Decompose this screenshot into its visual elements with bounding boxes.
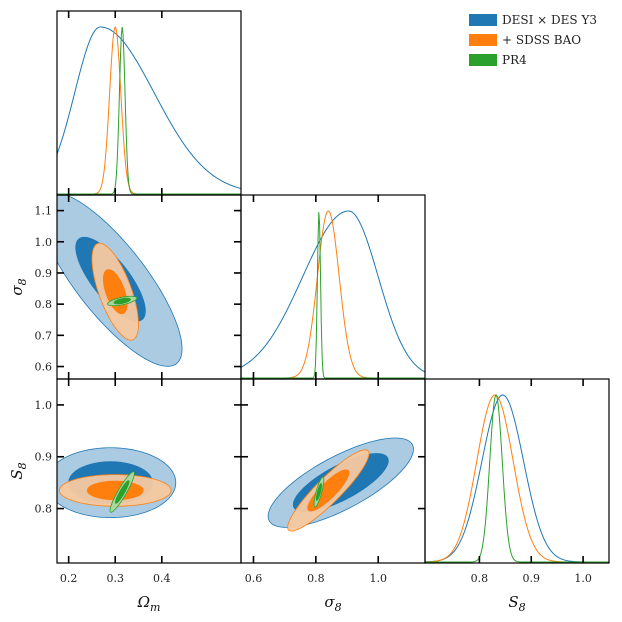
legend-label: DESI × DES Y3 bbox=[502, 13, 597, 27]
legend: DESI × DES Y3 + SDSS BAO PR4 bbox=[469, 13, 597, 67]
xlabel-S8-symbol: S bbox=[508, 593, 518, 611]
ylabel-S8-symbol: S bbox=[8, 469, 26, 479]
axis-labels: 0.2 0.3 0.4 0.6 0.8 1.0 0.8 0.9 1.0 0.6 0.7 0.8 0.9 1… bbox=[8, 205, 592, 614]
y-tick-label-s8: 0.7 bbox=[35, 329, 53, 342]
marginal-curve-Om-1f77b4 bbox=[57, 26, 241, 190]
y-tick-label-s8: 0.8 bbox=[35, 298, 53, 311]
axis-ticks bbox=[57, 11, 584, 563]
ylabel-s8: σ8 bbox=[8, 278, 29, 295]
contour-68-s8_S8-2ca02c bbox=[315, 483, 323, 501]
x-tick-label-Om: 0.2 bbox=[60, 572, 78, 585]
marginal-curve-S8-ff7f0e bbox=[425, 394, 609, 563]
y-tick-label-s8: 0.6 bbox=[35, 361, 53, 374]
marginal-curve-s8-2ca02c bbox=[241, 212, 425, 379]
xlabel-Om-subscript: m bbox=[150, 601, 160, 614]
marginal-curve-S8-1f77b4 bbox=[425, 394, 609, 563]
xlabel-s8: σ8 bbox=[324, 593, 341, 614]
y-tick-label-S8: 0.8 bbox=[35, 503, 53, 516]
legend-swatch bbox=[469, 34, 497, 46]
ylabel-S8: S8 bbox=[8, 462, 29, 479]
contour-68-Om_S8-2ca02c bbox=[114, 480, 130, 504]
y-tick-label-s8: 1.1 bbox=[35, 205, 53, 218]
xlabel-s8-symbol: σ bbox=[324, 593, 335, 611]
xlabel-s8-subscript: 8 bbox=[335, 601, 342, 614]
ylabel-S8-subscript: 8 bbox=[16, 462, 29, 469]
legend-label: + SDSS BAO bbox=[502, 33, 581, 47]
x-tick-label-S8: 1.0 bbox=[574, 572, 592, 585]
contour-68-Om_s8-2ca02c bbox=[113, 297, 131, 305]
x-tick-label-S8: 0.8 bbox=[471, 572, 489, 585]
legend-swatch bbox=[469, 54, 497, 66]
panel-frames bbox=[56, 10, 610, 564]
x-tick-label-s8: 1.0 bbox=[369, 572, 387, 585]
contour-fills bbox=[57, 195, 414, 532]
marginal-curve-s8-ff7f0e bbox=[241, 210, 425, 379]
panel-frame bbox=[56, 10, 242, 196]
x-tick-label-s8: 0.8 bbox=[307, 572, 325, 585]
xlabel-Om: Ωm bbox=[137, 593, 161, 614]
panel-frame bbox=[240, 194, 426, 380]
y-tick-label-S8: 0.9 bbox=[35, 451, 53, 464]
marginal-curve-s8-1f77b4 bbox=[241, 210, 425, 373]
marginal-curve-S8-2ca02c bbox=[425, 394, 609, 563]
ylabel-s8-symbol: σ bbox=[8, 285, 26, 296]
legend-label: PR4 bbox=[502, 53, 527, 67]
xlabel-S8-subscript: 8 bbox=[519, 601, 526, 614]
x-tick-label-Om: 0.4 bbox=[153, 572, 171, 585]
marginal-curves bbox=[57, 26, 609, 563]
panel-frame bbox=[424, 378, 610, 564]
y-tick-label-s8: 1.0 bbox=[35, 236, 53, 249]
ylabel-s8-subscript: 8 bbox=[16, 278, 29, 285]
x-tick-label-Om: 0.3 bbox=[106, 572, 124, 585]
y-tick-label-s8: 0.9 bbox=[35, 267, 53, 280]
xlabel-Om-symbol: Ω bbox=[137, 593, 150, 611]
x-tick-label-S8: 0.9 bbox=[523, 572, 541, 585]
y-tick-label-S8: 1.0 bbox=[35, 399, 53, 412]
x-tick-label-s8: 0.6 bbox=[245, 572, 263, 585]
xlabel-S8: S8 bbox=[508, 593, 525, 614]
legend-swatch bbox=[469, 14, 497, 26]
marginal-curve-Om-2ca02c bbox=[57, 26, 241, 195]
marginal-curve-Om-ff7f0e bbox=[57, 26, 241, 195]
